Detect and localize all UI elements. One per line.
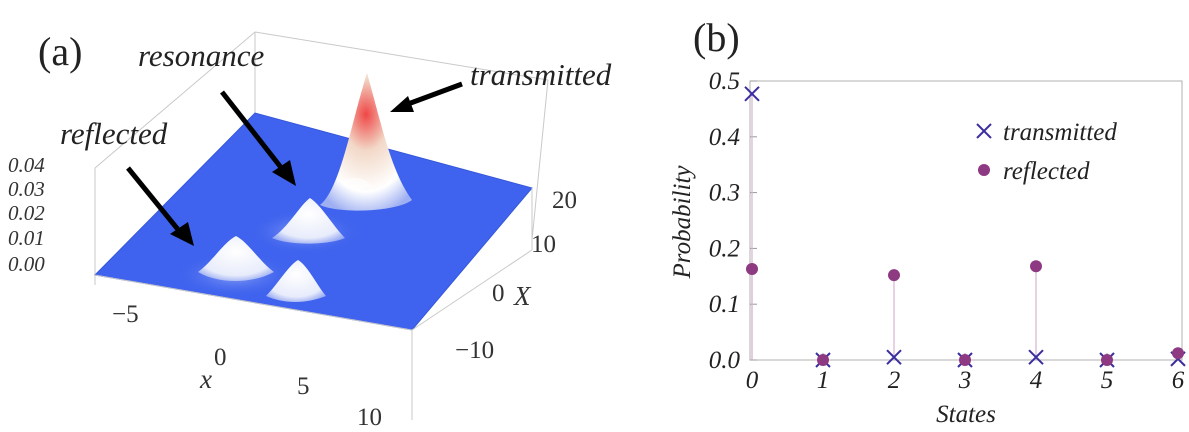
transmitted-point bbox=[886, 349, 902, 365]
bounding-box bbox=[94, 31, 549, 275]
annotation-transmitted: transmitted bbox=[470, 57, 612, 92]
transmitted-peak bbox=[320, 73, 412, 211]
plot-frame bbox=[749, 80, 1183, 361]
reflected-point bbox=[959, 354, 971, 366]
z-tick: 0.04 bbox=[8, 153, 45, 177]
y-tick-label: 0.0 bbox=[709, 347, 741, 374]
reflected-point bbox=[1172, 347, 1184, 360]
data-marks bbox=[744, 86, 1186, 368]
x-axis-label: States bbox=[936, 401, 996, 428]
y-tick-label: 0.3 bbox=[709, 180, 740, 207]
z-tick: 0.01 bbox=[8, 226, 45, 250]
x-tick-label: 4 bbox=[1030, 367, 1043, 394]
X-axis: −10 0 10 20 X bbox=[455, 187, 577, 364]
x-tick-label: 1 bbox=[817, 367, 830, 394]
X-tick: 0 bbox=[492, 280, 505, 307]
z-axis: 0.04 0.03 0.02 0.01 0.00 bbox=[8, 153, 45, 276]
x-tick: −5 bbox=[112, 301, 139, 328]
legend-reflected-label: reflected bbox=[1003, 158, 1090, 185]
X-tick: 20 bbox=[552, 187, 577, 214]
axis-ticks: 0.0 0.1 0.2 0.3 0.4 0.5 0 1 2 3 4 5 6 bbox=[709, 68, 1185, 394]
X-axis-label: X bbox=[513, 281, 532, 311]
reflected-point bbox=[1101, 354, 1113, 366]
legend-reflected-marker bbox=[978, 164, 990, 176]
resonance-peak bbox=[272, 198, 345, 244]
annotation-arrows bbox=[126, 81, 463, 246]
annotation-resonance: resonance bbox=[138, 38, 264, 73]
x-tick: 0 bbox=[214, 344, 227, 371]
X-tick: 10 bbox=[531, 231, 556, 258]
transmitted-point bbox=[1028, 349, 1044, 365]
transmitted-point bbox=[744, 86, 760, 102]
y-tick-label: 0.1 bbox=[709, 291, 740, 318]
reflected-point bbox=[1030, 260, 1042, 273]
reflected-point bbox=[817, 354, 829, 366]
x-axis: −5 0 5 10 x bbox=[112, 301, 382, 431]
x-tick: 5 bbox=[297, 373, 310, 400]
y-tick-label: 0.5 bbox=[709, 68, 740, 95]
x-tick: 10 bbox=[357, 404, 382, 431]
stems bbox=[751, 93, 1179, 360]
x-tick-label: 5 bbox=[1101, 367, 1114, 394]
legend: transmitted reflected bbox=[976, 119, 1117, 185]
x-tick-label: 3 bbox=[958, 367, 972, 394]
z-tick: 0.03 bbox=[8, 177, 45, 201]
reflected-point bbox=[746, 263, 758, 276]
x-tick-label: 6 bbox=[1172, 367, 1185, 394]
legend-transmitted-marker bbox=[976, 123, 992, 139]
reflected-peak-left bbox=[198, 236, 274, 281]
x-tick-label: 2 bbox=[888, 367, 901, 394]
z-tick: 0.02 bbox=[8, 201, 45, 225]
y-axis-label: Probability bbox=[669, 165, 696, 280]
y-tick-label: 0.4 bbox=[709, 124, 740, 151]
y-tick-label: 0.2 bbox=[709, 235, 740, 262]
z-tick: 0.00 bbox=[8, 252, 45, 276]
annotation-reflected: reflected bbox=[60, 116, 168, 151]
x-tick-label: 0 bbox=[746, 367, 759, 394]
surface-plot: resonance transmitted reflected 0.04 0.0… bbox=[8, 31, 612, 431]
legend-transmitted-label: transmitted bbox=[1003, 119, 1117, 146]
reflected-peak-right bbox=[266, 260, 326, 302]
reflected-point bbox=[888, 269, 900, 282]
panel-b-label: (b) bbox=[693, 15, 740, 60]
panel-a-label: (a) bbox=[38, 29, 83, 74]
x-axis-label: x bbox=[199, 364, 212, 394]
X-tick: −10 bbox=[455, 337, 494, 364]
